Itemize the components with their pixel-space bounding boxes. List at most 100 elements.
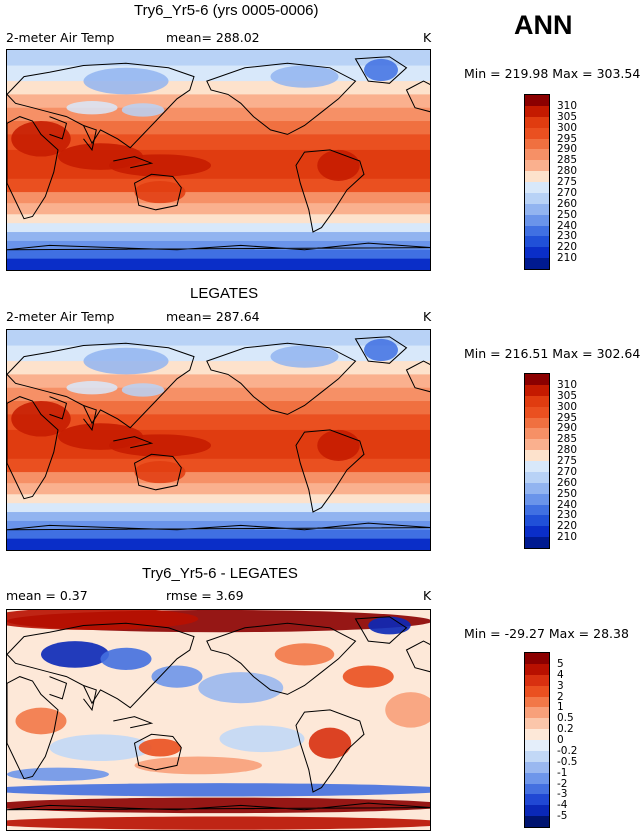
coastline: [113, 156, 154, 169]
colorbar-swatch: [525, 526, 549, 538]
colorbar-tick-label: -5: [557, 810, 568, 823]
coastline: [49, 116, 68, 140]
colorbar-swatch: [525, 461, 549, 472]
temp-region: [66, 101, 118, 115]
colorbar-tick-label: -3: [557, 788, 568, 801]
diff-region: [219, 725, 305, 753]
panel2-mean-label: mean= 287.64: [166, 309, 260, 324]
colorbar-tick-label: -0.2: [557, 744, 578, 757]
colorbar-tick-label: 250: [557, 487, 578, 500]
colorbar-swatch: [525, 95, 549, 106]
panel2-colorbar: [524, 373, 550, 549]
coastline: [354, 336, 408, 364]
coastline: [295, 709, 365, 793]
colorbar-swatch: [525, 805, 549, 817]
temp-region: [134, 460, 186, 484]
diff-region: [15, 707, 67, 735]
temp-band: [7, 223, 430, 233]
coastline: [7, 802, 430, 811]
colorbar-tick-label: 295: [557, 411, 578, 424]
colorbar-tick-label: -2: [557, 777, 568, 790]
temp-band: [7, 240, 430, 251]
panel1-minmax: Min = 219.98 Max = 303.54: [464, 66, 641, 81]
colorbar-swatch: [525, 783, 549, 795]
coastline: [133, 173, 182, 211]
temp-band: [7, 503, 430, 513]
temp-region: [83, 347, 169, 375]
colorbar-tick-label: 3: [557, 679, 564, 692]
temp-region: [317, 149, 360, 181]
panel2-minmax: Min = 216.51 Max = 302.64: [464, 346, 641, 361]
colorbar-swatch: [525, 384, 549, 396]
colorbar-swatch: [525, 192, 549, 204]
panel2-unit: K: [423, 309, 432, 324]
colorbar-tick-label: 295: [557, 132, 578, 145]
temp-region: [364, 58, 398, 82]
colorbar-swatch: [525, 247, 549, 259]
panel1-variable-label: 2-meter Air Temp: [6, 30, 115, 45]
colorbar-swatch: [525, 685, 549, 697]
coastline: [7, 62, 195, 149]
temp-band: [7, 520, 430, 531]
diff-region: [138, 738, 182, 757]
coastline: [405, 80, 430, 113]
coastline: [7, 242, 430, 251]
colorbar-tick-label: 290: [557, 143, 578, 156]
panel2-map: [6, 329, 431, 551]
colorbar-swatch: [525, 395, 549, 407]
diff-region: [7, 797, 430, 814]
coastline: [295, 149, 365, 233]
coastline: [206, 622, 357, 695]
coastline: [7, 676, 59, 780]
panel3-minmax: Min = -29.27 Max = 28.38: [464, 626, 629, 641]
colorbar-tick-label: 285: [557, 154, 578, 167]
coastline: [7, 522, 430, 531]
colorbar-tick-label: 240: [557, 498, 578, 511]
panel3-unit: K: [423, 588, 432, 603]
season-label: ANN: [514, 10, 573, 40]
temp-region: [317, 429, 360, 461]
temp-band: [7, 258, 430, 270]
panel1-map: [6, 49, 431, 271]
coastline: [83, 685, 97, 712]
colorbar-tick-label: 305: [557, 110, 578, 123]
colorbar-tick-label: 270: [557, 186, 578, 199]
temp-band: [7, 249, 430, 260]
colorbar-tick-label: 220: [557, 520, 578, 533]
colorbar-tick-label: 210: [557, 252, 578, 265]
colorbar-swatch: [525, 116, 549, 128]
colorbar-tick-label: 300: [557, 121, 578, 134]
colorbar-swatch: [525, 225, 549, 237]
diff-region: [385, 692, 430, 728]
coastline: [206, 62, 357, 135]
colorbar-swatch: [525, 740, 549, 751]
colorbar-tick-label: 290: [557, 422, 578, 435]
colorbar-swatch: [525, 105, 549, 117]
colorbar-tick-label: 275: [557, 455, 578, 467]
coastline: [133, 733, 182, 771]
colorbar-tick-label: 0.5: [557, 712, 574, 725]
colorbar-swatch: [525, 718, 549, 730]
temp-region: [134, 180, 186, 204]
coastline: [49, 396, 68, 420]
temp-band: [7, 214, 430, 224]
colorbar-swatch: [525, 482, 549, 494]
colorbar-swatch: [525, 653, 549, 664]
coastline: [7, 622, 195, 709]
coastline: [206, 342, 357, 415]
colorbar-swatch: [525, 374, 549, 385]
colorbar-swatch: [525, 406, 549, 418]
colorbar-tick-label: 0.2: [557, 723, 574, 736]
colorbar-tick-label: -0.5: [557, 755, 578, 768]
colorbar-swatch: [525, 707, 549, 719]
colorbar-tick-label: 5: [557, 657, 564, 670]
diff-region: [308, 727, 352, 759]
temp-region: [121, 103, 165, 117]
panel1-title: Try6_Yr5-6 (yrs 0005-0006): [134, 2, 319, 19]
temp-band: [7, 529, 430, 540]
coastline: [295, 429, 365, 513]
temp-band: [7, 494, 430, 504]
panel3-mean-label: mean = 0.37: [6, 588, 88, 603]
colorbar-tick-label: 230: [557, 230, 578, 243]
colorbar-swatch: [525, 171, 549, 182]
